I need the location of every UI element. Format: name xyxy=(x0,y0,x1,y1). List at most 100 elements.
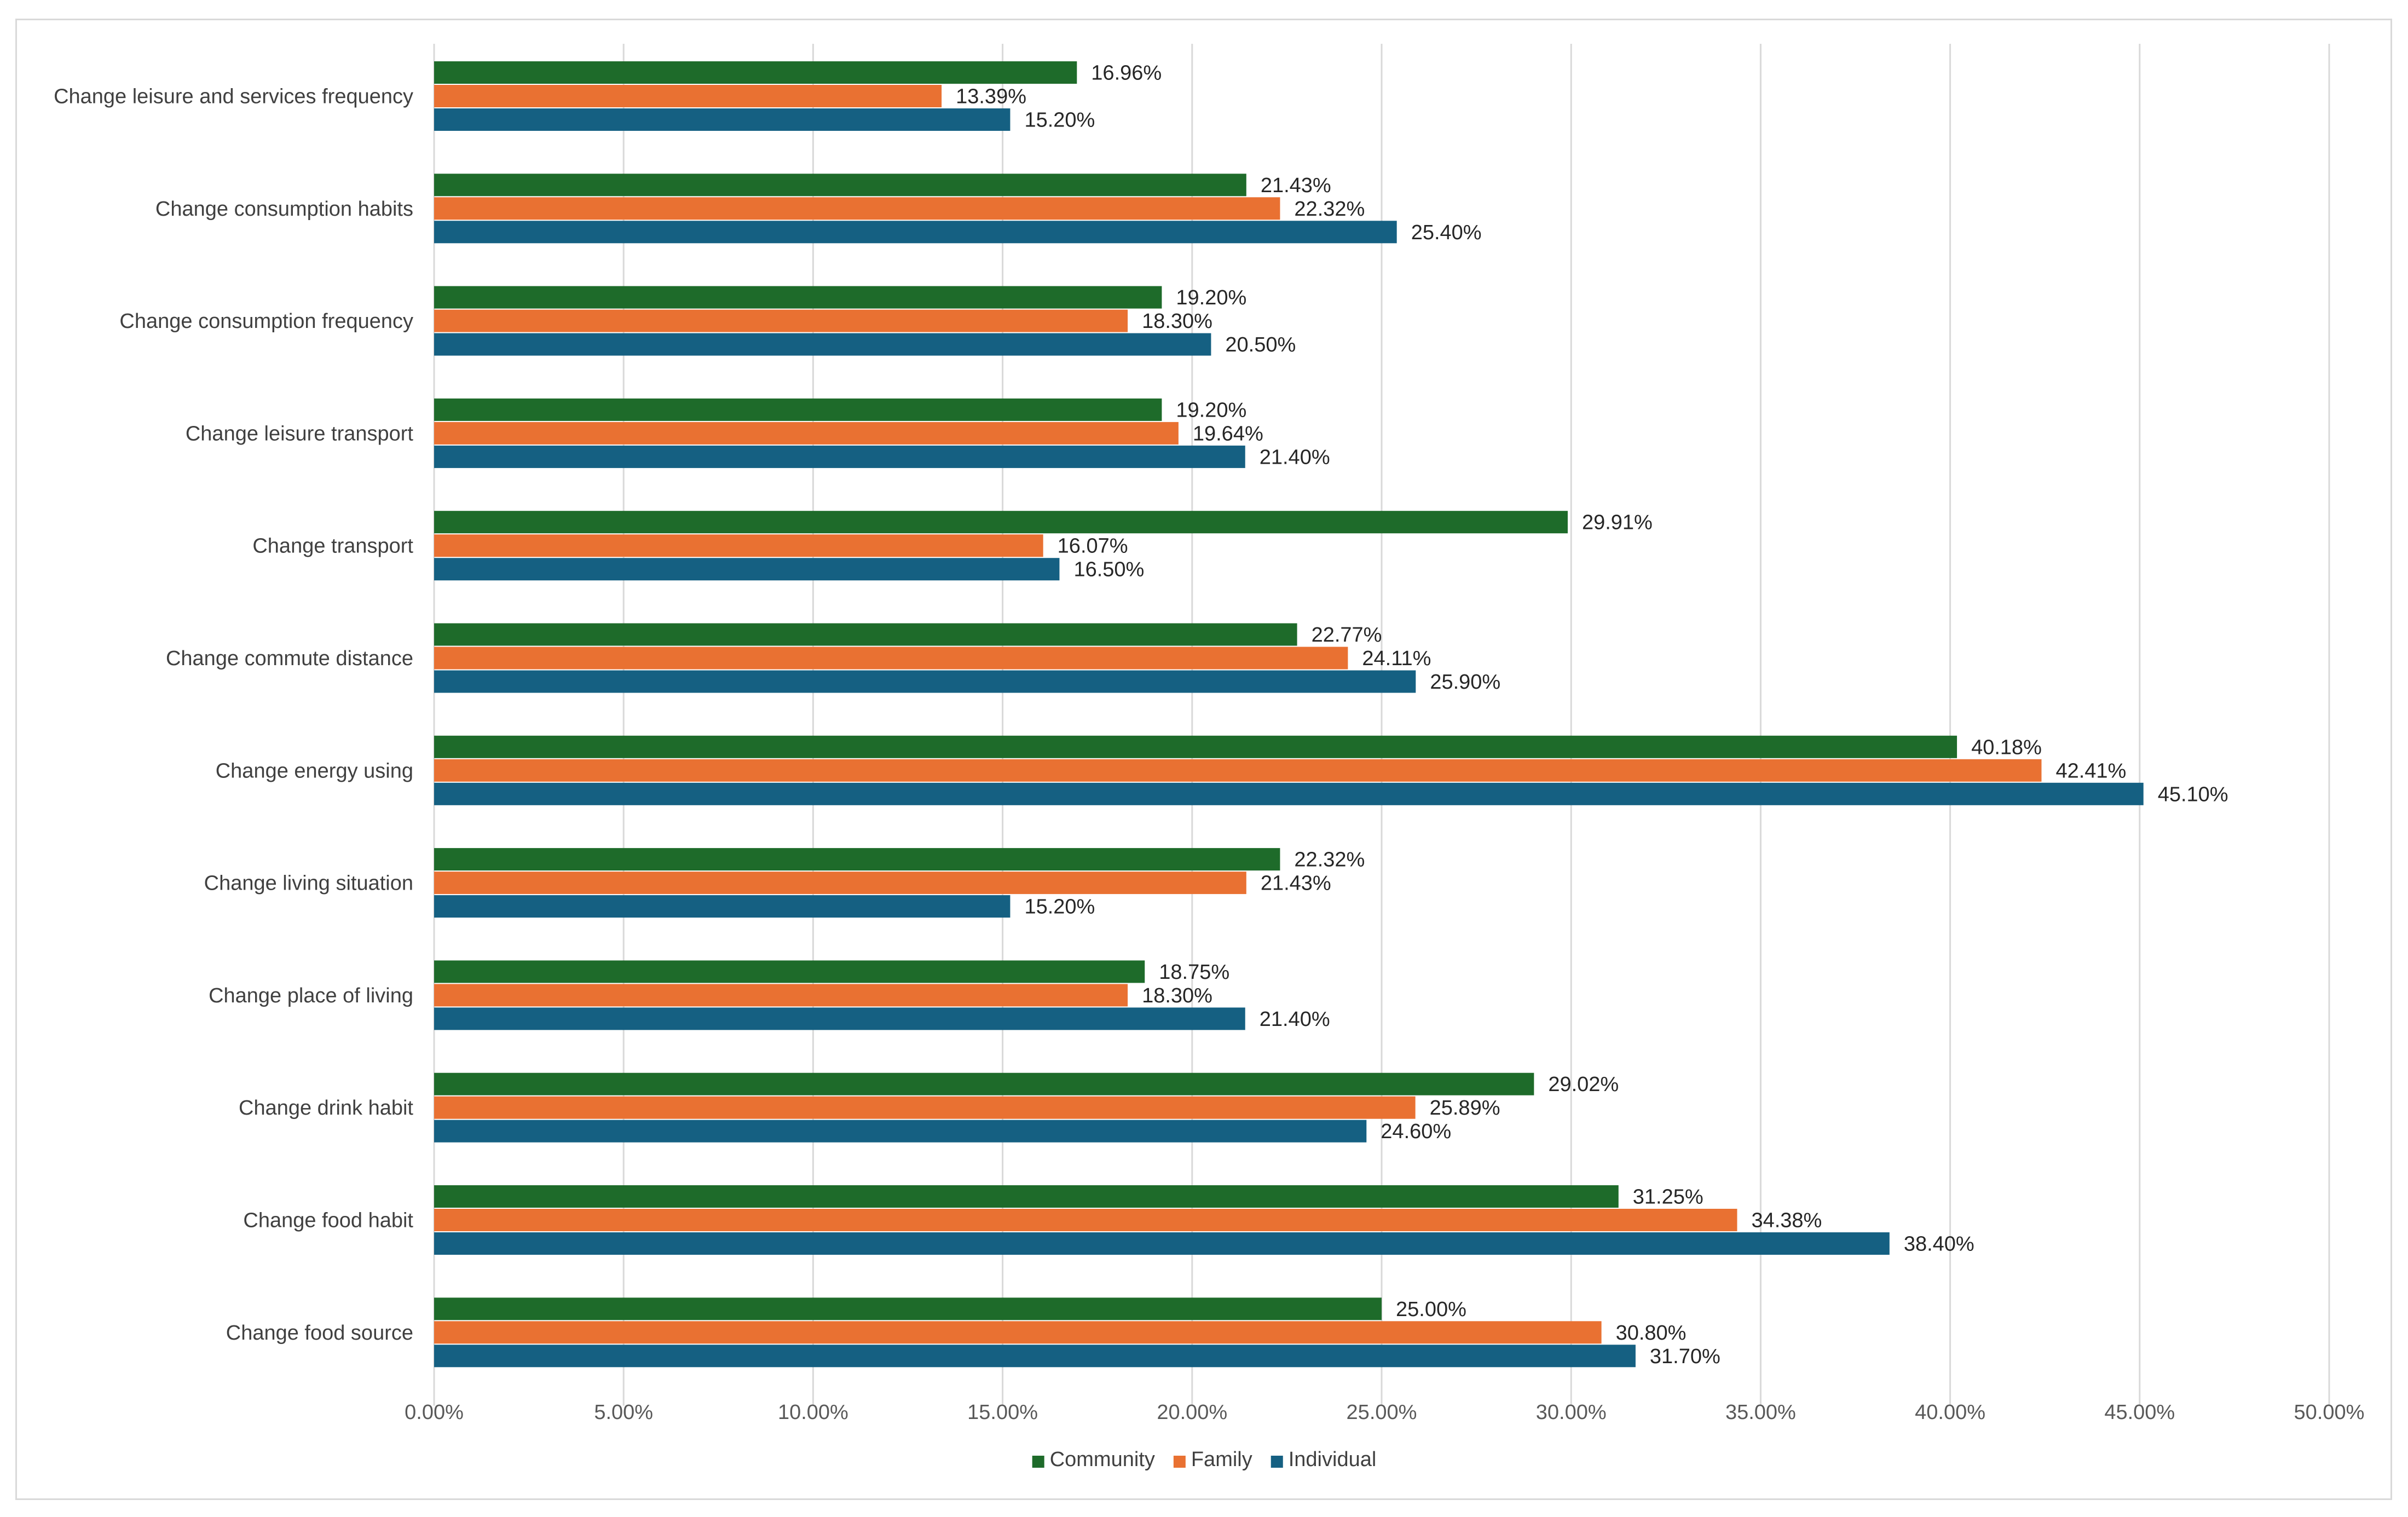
data-label: 21.43% xyxy=(1261,872,1331,895)
bar-individual xyxy=(434,1120,1367,1143)
category-label: Change living situation xyxy=(204,872,413,895)
x-tick-label: 50.00% xyxy=(2294,1401,2365,1424)
data-label: 21.43% xyxy=(1261,174,1331,197)
category-label: Change energy using xyxy=(216,759,413,782)
x-tick-label: 25.00% xyxy=(1347,1401,1417,1424)
data-label: 20.50% xyxy=(1225,333,1296,356)
data-label: 42.41% xyxy=(2055,759,2126,782)
data-label: 29.02% xyxy=(1548,1073,1619,1096)
x-tick-label: 45.00% xyxy=(2104,1401,2175,1424)
x-tick-label: 10.00% xyxy=(778,1401,848,1424)
x-tick-label: 30.00% xyxy=(1536,1401,1607,1424)
data-label: 22.32% xyxy=(1294,849,1365,872)
legend-item-community: Community xyxy=(1032,1448,1155,1471)
data-label: 16.50% xyxy=(1073,558,1144,581)
data-label: 16.07% xyxy=(1058,535,1128,558)
category-label: Change food habit xyxy=(243,1209,413,1232)
bar-individual xyxy=(434,1007,1245,1030)
data-label: 24.11% xyxy=(1362,647,1431,670)
bar-community xyxy=(434,735,1957,758)
data-label: 19.64% xyxy=(1193,422,1263,445)
data-label: 34.38% xyxy=(1751,1209,1822,1232)
bar-community xyxy=(434,511,1568,534)
data-label: 24.60% xyxy=(1381,1120,1451,1143)
data-label: 29.91% xyxy=(1582,511,1653,534)
data-label: 45.10% xyxy=(2158,783,2228,806)
category-label: Change leisure and services frequency xyxy=(54,85,413,108)
legend-swatch xyxy=(1032,1456,1044,1468)
data-label: 22.77% xyxy=(1312,624,1382,647)
legend-swatch xyxy=(1173,1456,1186,1468)
data-label: 21.40% xyxy=(1260,446,1330,469)
data-label: 22.32% xyxy=(1294,198,1365,221)
data-label: 40.18% xyxy=(1971,736,2042,759)
data-label: 18.75% xyxy=(1159,961,1229,984)
data-labels: 16.96%13.39%15.20%21.43%22.32%25.40%19.2… xyxy=(956,62,2228,1368)
category-label: Change commute distance xyxy=(166,647,413,670)
bar-family xyxy=(434,534,1043,557)
data-label: 38.40% xyxy=(1904,1233,1974,1256)
legend-label: Family xyxy=(1191,1448,1252,1471)
data-label: 15.20% xyxy=(1024,109,1095,132)
x-tick-label: 20.00% xyxy=(1157,1401,1227,1424)
category-label: Change transport xyxy=(252,535,413,558)
category-label: Change consumption frequency xyxy=(119,310,413,333)
x-axis-tick-labels: 0.00% 5.00% 10.00% 15.00% 20.00% 25.00% 30.00%… xyxy=(405,1401,2364,1424)
legend-label: Individual xyxy=(1289,1448,1377,1471)
x-tick-label: 5.00% xyxy=(594,1401,653,1424)
data-label: 13.39% xyxy=(956,85,1026,108)
bar-community xyxy=(434,286,1162,309)
bar-community xyxy=(434,61,1077,84)
data-label: 31.70% xyxy=(1650,1345,1720,1368)
bar-family xyxy=(434,1096,1416,1119)
legend-swatch xyxy=(1271,1456,1283,1468)
x-tick-label: 35.00% xyxy=(1725,1401,1796,1424)
x-tick-label: 15.00% xyxy=(967,1401,1038,1424)
category-label: Change place of living xyxy=(209,984,413,1007)
bars xyxy=(434,61,2144,1368)
bar-family xyxy=(434,647,1348,670)
category-label: Change consumption habits xyxy=(155,198,413,221)
x-tick-label: 40.00% xyxy=(1915,1401,1985,1424)
data-label: 30.80% xyxy=(1616,1322,1687,1345)
bar-individual xyxy=(434,1345,1636,1368)
bar-family xyxy=(434,1321,1602,1344)
data-label: 15.20% xyxy=(1024,896,1095,919)
bar-community xyxy=(434,174,1246,197)
legend-item-individual: Individual xyxy=(1271,1448,1377,1471)
bar-individual xyxy=(434,670,1416,693)
bar-family xyxy=(434,422,1179,445)
data-label: 19.20% xyxy=(1176,399,1246,422)
bar-community xyxy=(434,1297,1382,1320)
gridlines xyxy=(433,44,2330,1406)
data-label: 21.40% xyxy=(1260,1008,1330,1031)
bar-community xyxy=(434,960,1145,983)
bar-family xyxy=(434,1209,1737,1231)
data-label: 31.25% xyxy=(1633,1186,1703,1209)
bar-individual xyxy=(434,558,1060,581)
data-label: 19.20% xyxy=(1176,286,1246,309)
bar-community xyxy=(434,1072,1534,1095)
data-label: 16.96% xyxy=(1091,62,1162,85)
bar-family xyxy=(434,759,2042,782)
data-label: 18.30% xyxy=(1142,310,1212,333)
bar-family xyxy=(434,872,1246,895)
data-label: 25.90% xyxy=(1430,671,1500,694)
data-label: 18.30% xyxy=(1142,984,1212,1007)
bar-family xyxy=(434,197,1280,220)
legend-label: Community xyxy=(1050,1448,1155,1471)
legend-item-family: Family xyxy=(1173,1448,1252,1471)
category-label: Change leisure transport xyxy=(186,422,414,445)
bar-community xyxy=(434,623,1297,646)
legend: Community Family Individual xyxy=(1032,1448,1377,1471)
bar-community xyxy=(434,1185,1619,1208)
bar-community xyxy=(434,398,1162,421)
bar-individual xyxy=(434,333,1211,356)
bar-individual xyxy=(434,108,1010,131)
bar-individual xyxy=(434,895,1010,918)
data-label: 25.00% xyxy=(1396,1298,1466,1321)
bar-family xyxy=(434,984,1128,1007)
bar-individual xyxy=(434,782,2144,805)
category-label: Change drink habit xyxy=(239,1097,413,1120)
